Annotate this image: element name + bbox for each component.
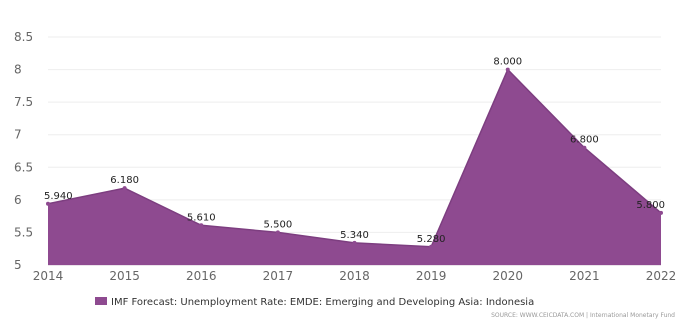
y-tick-label: 5 xyxy=(14,258,22,272)
data-label: 5.800 xyxy=(636,200,665,211)
x-tick-label: 2018 xyxy=(339,269,370,283)
x-tick-label: 2015 xyxy=(109,269,140,283)
data-point[interactable] xyxy=(199,223,204,228)
data-point[interactable] xyxy=(429,244,434,249)
x-tick-label: 2022 xyxy=(646,269,677,283)
x-tick-label: 2016 xyxy=(186,269,217,283)
y-tick-label: 6 xyxy=(14,193,22,207)
x-tick-label: 2014 xyxy=(33,269,64,283)
legend-label: IMF Forecast: Unemployment Rate: EMDE: E… xyxy=(111,297,534,308)
y-tick-label: 5.5 xyxy=(14,225,33,239)
y-axis-ticks: 5 5.5 6 6.5 7 7.5 8 8.5 xyxy=(14,30,33,272)
data-label: 5.610 xyxy=(187,212,216,223)
data-point[interactable] xyxy=(275,230,280,235)
x-tick-label: 2017 xyxy=(263,269,294,283)
source-note: SOURCE: WWW.CEICDATA.COM | International… xyxy=(491,312,675,319)
legend[interactable]: IMF Forecast: Unemployment Rate: EMDE: E… xyxy=(95,297,534,308)
data-point[interactable] xyxy=(46,201,50,206)
data-label: 5.500 xyxy=(264,219,293,230)
data-labels: 5.940 6.180 5.610 5.500 5.340 5.280 8.000 6.800… xyxy=(44,57,665,249)
data-point[interactable] xyxy=(505,67,510,72)
data-label: 6.800 xyxy=(570,135,599,146)
x-axis-ticks: 2014 2015 2016 2017 2018 2019 2020 2021 2022 xyxy=(33,269,677,283)
y-tick-label: 7 xyxy=(14,128,22,142)
data-point[interactable] xyxy=(582,145,587,150)
area-fill[interactable] xyxy=(48,69,661,265)
x-tick-label: 2020 xyxy=(492,269,523,283)
x-tick-label: 2019 xyxy=(416,269,447,283)
data-label: 5.940 xyxy=(44,191,73,202)
y-tick-label: 6.5 xyxy=(14,160,33,174)
data-label: 8.000 xyxy=(493,57,522,68)
x-tick-label: 2021 xyxy=(569,269,600,283)
data-point[interactable] xyxy=(659,210,663,215)
data-label: 5.280 xyxy=(417,234,446,245)
data-label: 5.340 xyxy=(340,230,369,241)
y-tick-label: 7.5 xyxy=(14,95,33,109)
data-point[interactable] xyxy=(352,240,357,245)
data-point[interactable] xyxy=(122,186,127,191)
data-label: 6.180 xyxy=(110,175,139,186)
legend-swatch xyxy=(95,297,107,305)
y-tick-label: 8.5 xyxy=(14,30,33,44)
y-tick-label: 8 xyxy=(14,63,22,77)
